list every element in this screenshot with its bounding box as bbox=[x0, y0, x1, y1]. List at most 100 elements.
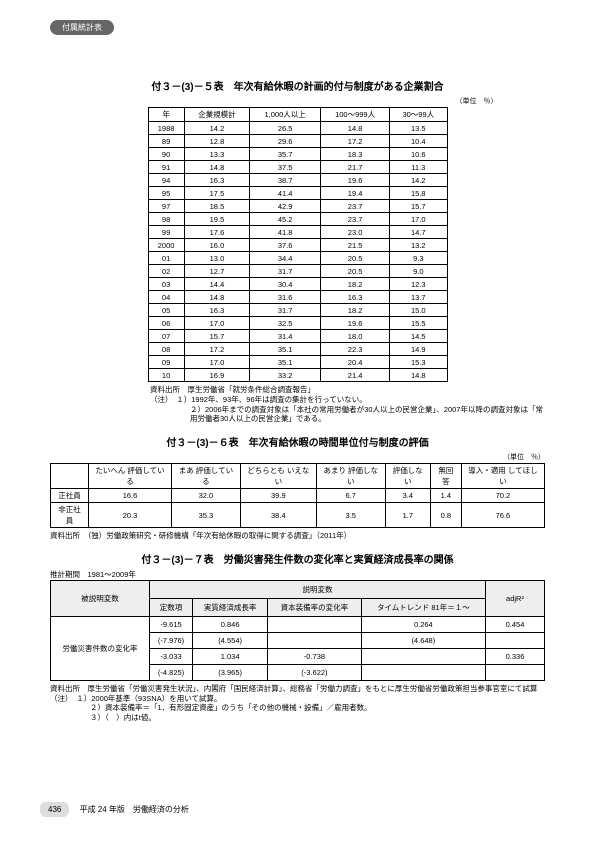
table-cell: (3.965) bbox=[193, 664, 268, 680]
table-cell: 21.7 bbox=[321, 161, 390, 174]
table-cell: 14.2 bbox=[184, 122, 250, 135]
table-cell: 正社員 bbox=[51, 489, 89, 503]
table2-note: 資料出所 （独）労働政策研究・研修機構「年次有給休暇の取得に関する調査」（201… bbox=[50, 531, 545, 541]
table-row: 9114.837.521.711.3 bbox=[148, 161, 447, 174]
table-cell: 6.7 bbox=[316, 489, 385, 503]
t3-h-group: 説明変数 bbox=[150, 580, 486, 598]
table-row: 9718.542.923.715.7 bbox=[148, 200, 447, 213]
table-cell: 16.3 bbox=[184, 174, 250, 187]
table3-note-1: （注） １）2000年基準（93SNA）を用いて試算。 bbox=[50, 694, 545, 704]
table-cell: 07 bbox=[148, 330, 184, 343]
table-cell: 18.0 bbox=[321, 330, 390, 343]
table-cell: 30.4 bbox=[250, 278, 321, 291]
table-cell: 35.1 bbox=[250, 343, 321, 356]
table-row: 9416.338.719.614.2 bbox=[148, 174, 447, 187]
table-cell: 12.7 bbox=[184, 265, 250, 278]
table1-note-source: 資料出所 厚生労働省「就労条件総合調査報告」 bbox=[150, 385, 545, 395]
table-cell: 15.5 bbox=[390, 317, 447, 330]
table-row: 1016.933.221.414.8 bbox=[148, 369, 447, 382]
table-cell: 26.5 bbox=[250, 122, 321, 135]
table3-notes: 資料出所 厚生労働省「労働災害発生状況」、内閣府「国民経済計算」、総務省「労働力… bbox=[50, 684, 545, 723]
table-row: 0113.034.420.59.3 bbox=[148, 252, 447, 265]
table-cell: 17.6 bbox=[184, 226, 250, 239]
table-cell: 23.0 bbox=[321, 226, 390, 239]
table-cell: 14.8 bbox=[321, 122, 390, 135]
table-cell: 10 bbox=[148, 369, 184, 382]
table-cell: 35.7 bbox=[250, 148, 321, 161]
table1-title: 付３－(3)－５表 年次有給休暇の計画的付与制度がある企業割合 bbox=[50, 78, 545, 93]
table-row: 8912.829.617.210.4 bbox=[148, 135, 447, 148]
table-cell: 14.2 bbox=[390, 174, 447, 187]
table-header: タイムトレンド 81年＝１～ bbox=[361, 598, 485, 616]
table-row: 0516.331.718.215.0 bbox=[148, 304, 447, 317]
table-row: 0212.731.720.59.0 bbox=[148, 265, 447, 278]
table-cell: 31.4 bbox=[250, 330, 321, 343]
table-cell: 38.4 bbox=[240, 503, 316, 528]
table-cell: 19.4 bbox=[321, 187, 390, 200]
table-cell: 13.3 bbox=[184, 148, 250, 161]
table-cell: 41.4 bbox=[250, 187, 321, 200]
table-cell: 17.0 bbox=[390, 213, 447, 226]
table-cell bbox=[361, 664, 485, 680]
table-cell: (4.554) bbox=[193, 632, 268, 648]
table-header: 年 bbox=[148, 108, 184, 122]
table-cell: 17.2 bbox=[321, 135, 390, 148]
table-cell: 34.4 bbox=[250, 252, 321, 265]
table-cell: 21.5 bbox=[321, 239, 390, 252]
table-cell: 15.0 bbox=[390, 304, 447, 317]
table-cell: 9.3 bbox=[390, 252, 447, 265]
table-cell: 20.5 bbox=[321, 252, 390, 265]
table-cell: 9.0 bbox=[390, 265, 447, 278]
table-header: 無回答 bbox=[430, 464, 461, 489]
table3: 被説明変数 説明変数 adjR² 定数項実質経済成長率資本装備率の変化率タイムト… bbox=[50, 580, 545, 681]
table-cell: 14.8 bbox=[184, 161, 250, 174]
table-cell: 10.6 bbox=[390, 148, 447, 161]
table-cell: 01 bbox=[148, 252, 184, 265]
table-cell: 41.8 bbox=[250, 226, 321, 239]
table-row: 0917.035.120.415.3 bbox=[148, 356, 447, 369]
table-row: 0817.235.122.314.9 bbox=[148, 343, 447, 356]
table-cell: 非正社員 bbox=[51, 503, 89, 528]
table-header: 実質経済成長率 bbox=[193, 598, 268, 616]
table1-note-2: ２）2006年までの調査対象は「本社の常用労働者が30人以上の民営企業」、200… bbox=[150, 405, 545, 425]
table-header: たいへん 評価している bbox=[88, 464, 171, 489]
table-row: 0617.032.519.615.5 bbox=[148, 317, 447, 330]
table3-note-3: ３）（ ）内はt値。 bbox=[50, 713, 545, 723]
table-cell bbox=[486, 632, 545, 648]
page-number: 436 bbox=[40, 802, 69, 817]
table3-note-2: ２）資本装備率＝「1．有形固定資産」のうち「その他の機械・設備」／雇用者数。 bbox=[50, 703, 545, 713]
table-cell: 09 bbox=[148, 356, 184, 369]
table-cell: 29.6 bbox=[250, 135, 321, 148]
table-cell: 39.9 bbox=[240, 489, 316, 503]
table-header: 定数項 bbox=[150, 598, 193, 616]
table-cell: 10.4 bbox=[390, 135, 447, 148]
table-header: 評価しない bbox=[385, 464, 430, 489]
t3-row-label: 労働災害件数の変化率 bbox=[51, 616, 150, 680]
table-cell bbox=[268, 632, 361, 648]
table-cell: 23.7 bbox=[321, 213, 390, 226]
table-cell: 19.6 bbox=[321, 317, 390, 330]
table-cell: 18.2 bbox=[321, 278, 390, 291]
table-row: 200016.037.621.513.2 bbox=[148, 239, 447, 252]
table-cell: 99 bbox=[148, 226, 184, 239]
table-row: 198814.226.514.813.5 bbox=[148, 122, 447, 135]
table-row: 0715.731.418.014.5 bbox=[148, 330, 447, 343]
table2: たいへん 評価しているまあ 評価しているどちらとも いえないあまり 評価しない評… bbox=[50, 463, 545, 528]
table2-title: 付３－(3)－６表 年次有給休暇の時間単位付与制度の評価 bbox=[50, 434, 545, 449]
table-cell: 94 bbox=[148, 174, 184, 187]
table-header: 100～999人 bbox=[321, 108, 390, 122]
table-cell: 18.5 bbox=[184, 200, 250, 213]
table-cell: 20.3 bbox=[88, 503, 171, 528]
table-cell: 18.2 bbox=[321, 304, 390, 317]
table-cell: 21.4 bbox=[321, 369, 390, 382]
table-cell: 22.3 bbox=[321, 343, 390, 356]
table-cell: -3.033 bbox=[150, 648, 193, 664]
table-cell: 76.6 bbox=[461, 503, 544, 528]
table-cell: 04 bbox=[148, 291, 184, 304]
table-cell: 14.9 bbox=[390, 343, 447, 356]
table-header: 1,000人以上 bbox=[250, 108, 321, 122]
table-cell: 20.4 bbox=[321, 356, 390, 369]
table-cell: 31.7 bbox=[250, 265, 321, 278]
table-cell: 0.454 bbox=[486, 616, 545, 632]
table-cell: 15.7 bbox=[390, 200, 447, 213]
